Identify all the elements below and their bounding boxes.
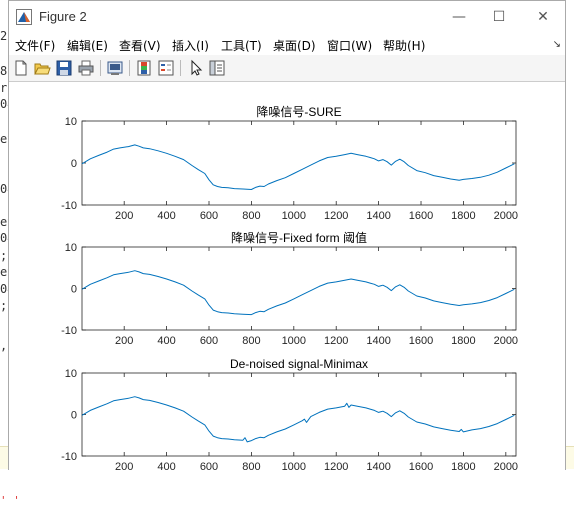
x-tick-label: 400 [157, 461, 175, 470]
x-tick-label: 2000 [494, 210, 518, 222]
x-tick-label: 1000 [282, 335, 306, 347]
figure-canvas: 降噪信号-SURE 200 400 600 800 1000 1200 1400 1600 180… [9, 82, 565, 473]
toolbar-separator [100, 60, 101, 76]
signal-line [81, 144, 515, 190]
x-tick-label: 1600 [409, 210, 433, 222]
background-editor-strip [0, 0, 10, 509]
x-tick-label: 800 [242, 335, 260, 347]
x-tick-label: 1400 [366, 461, 390, 470]
figure-window: Figure 2 — ☐ ✕ 文件(F) 编辑(E) 查看(V) 插入(I) 工… [8, 0, 566, 473]
y-tick-label: 10 [65, 116, 77, 128]
new-figure-icon[interactable] [12, 59, 30, 77]
axes-title: 降噪信号-SURE [256, 105, 341, 119]
x-tick-label: 1800 [451, 210, 475, 222]
axes-3: De-noised signal-Minimax 200 400 600 800 1000… [61, 357, 518, 473]
menu-edit[interactable]: 编辑(E) [67, 39, 108, 53]
title-bar[interactable]: Figure 2 — ☐ ✕ [9, 1, 565, 33]
x-tick-label: 1400 [366, 210, 390, 222]
axes-box [81, 372, 517, 457]
x-tick-label: 400 [157, 335, 175, 347]
axes-1: 降噪信号-SURE 200 400 600 800 1000 1200 1400 1600 180… [61, 105, 518, 222]
x-tick-label: 2000 [494, 461, 518, 470]
x-tick-label: 1600 [409, 461, 433, 470]
y-tick-label: 10 [65, 368, 77, 380]
x-tick-label: 2000 [494, 335, 518, 347]
x-tick-label: 1200 [324, 210, 348, 222]
menu-file[interactable]: 文件(F) [15, 39, 56, 53]
menu-insert[interactable]: 插入(I) [172, 39, 209, 53]
x-tick-label: 1400 [366, 335, 390, 347]
x-tick-label: 1000 [282, 461, 306, 470]
toolbar-separator [129, 60, 130, 76]
link-plot-icon[interactable] [106, 59, 124, 77]
legend-icon[interactable] [157, 59, 175, 77]
x-tick-label: 800 [242, 210, 260, 222]
axes-title: De-noised signal-Minimax [230, 357, 368, 371]
menu-help[interactable]: 帮助(H) [383, 39, 426, 53]
pointer-icon[interactable] [187, 59, 205, 77]
menu-window[interactable]: 窗口(W) [327, 39, 373, 53]
background-red-text: ' ' [0, 494, 20, 507]
toolbar [9, 55, 565, 82]
menu-desktop[interactable]: 桌面(D) [273, 39, 316, 53]
axes-title: 降噪信号-Fixed form 阈值 [231, 230, 367, 245]
toolbar-separator [180, 60, 181, 76]
window-title: Figure 2 [39, 9, 87, 24]
y-tick-label: 0 [71, 410, 77, 422]
x-tick-label: 800 [242, 461, 260, 470]
background-text-line: r [0, 81, 8, 95]
background-text-line: ; [0, 249, 8, 263]
x-tick-label: 200 [115, 335, 133, 347]
y-tick-label: 0 [71, 284, 77, 296]
axes-2: 降噪信号-Fixed form 阈值 200 400 600 800 1000 1200 14… [61, 230, 518, 347]
background-text-line: ; [0, 299, 8, 313]
maximize-button[interactable]: ☐ [492, 9, 506, 25]
colorbar-icon[interactable] [135, 59, 153, 77]
x-tick-label: 1800 [451, 335, 475, 347]
y-tick-label: -10 [61, 451, 77, 463]
signal-line [81, 396, 515, 443]
axes-box [81, 120, 517, 206]
minimize-button[interactable]: — [452, 9, 466, 25]
print-icon[interactable] [77, 59, 95, 77]
signal-line [81, 270, 515, 316]
axes-box [81, 246, 517, 331]
menu-bar: 文件(F) 编辑(E) 查看(V) 插入(I) 工具(T) 桌面(D) 窗口(W… [9, 33, 565, 55]
x-tick-label: 1200 [324, 335, 348, 347]
y-tick-label: 0 [71, 158, 77, 170]
x-tick-label: 600 [200, 461, 218, 470]
open-file-icon[interactable] [33, 59, 51, 77]
matlab-figure-icon [16, 9, 32, 25]
x-tick-label: 600 [200, 335, 218, 347]
x-tick-label: 1600 [409, 335, 433, 347]
y-tick-label: -10 [61, 325, 77, 337]
menu-view[interactable]: 查看(V) [119, 39, 161, 53]
x-tick-label: 200 [115, 461, 133, 470]
menu-overflow-icon[interactable]: ↘ [552, 39, 561, 50]
x-tick-label: 600 [200, 210, 218, 222]
x-tick-label: 1000 [282, 210, 306, 222]
save-icon[interactable] [55, 59, 73, 77]
y-tick-label: 10 [65, 242, 77, 254]
x-tick-label: 400 [157, 210, 175, 222]
background-text-line: , [0, 339, 8, 353]
y-tick-label: -10 [61, 200, 77, 212]
menu-tools[interactable]: 工具(T) [221, 39, 262, 53]
x-tick-label: 1800 [451, 461, 475, 470]
x-tick-label: 1200 [324, 461, 348, 470]
property-inspector-icon[interactable] [208, 59, 226, 77]
close-button[interactable]: ✕ [537, 9, 549, 25]
background-text-line: 8 [0, 64, 8, 78]
x-tick-label: 200 [115, 210, 133, 222]
